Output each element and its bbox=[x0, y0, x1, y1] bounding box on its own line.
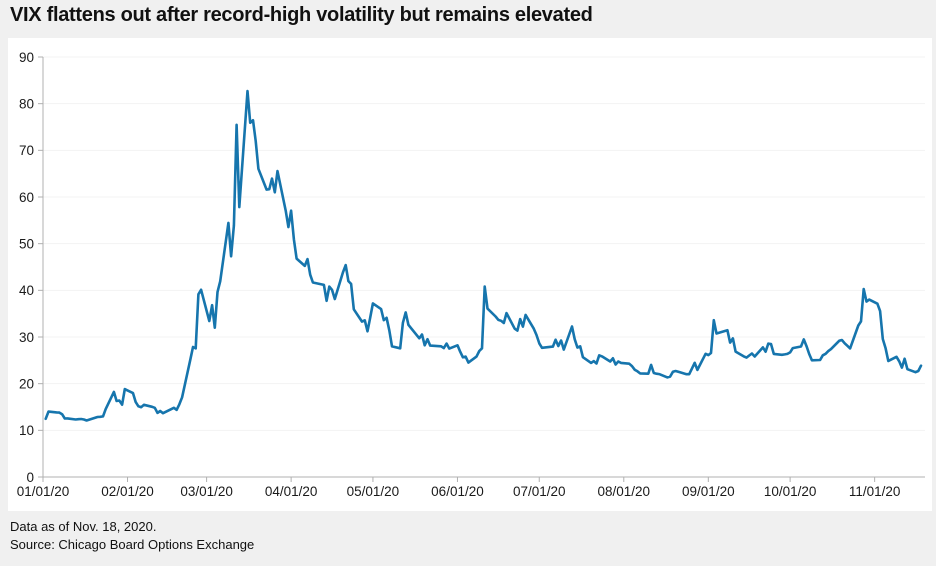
x-tick-label: 09/01/20 bbox=[682, 484, 735, 499]
data-as-of-note: Data as of Nov. 18, 2020. bbox=[10, 519, 157, 534]
y-tick-label: 70 bbox=[19, 143, 34, 158]
x-tick-label: 06/01/20 bbox=[431, 484, 484, 499]
y-tick-label: 20 bbox=[19, 376, 34, 391]
y-tick-label: 90 bbox=[19, 50, 34, 65]
x-tick-label: 07/01/20 bbox=[513, 484, 566, 499]
x-tick-label: 10/01/20 bbox=[764, 484, 817, 499]
x-tick-label: 04/01/20 bbox=[265, 484, 318, 499]
x-tick-label: 11/01/20 bbox=[849, 484, 901, 499]
x-tick-label: 05/01/20 bbox=[347, 484, 400, 499]
vix-chart: 0 10 20 30 40 50 60 70 80 90 01/01/20 02/01/20 03/01… bbox=[17, 50, 925, 499]
vix-series-line bbox=[44, 89, 923, 422]
chart-footer: Data as of Nov. 18, 2020. Source: Chicag… bbox=[10, 518, 254, 554]
y-tick-label: 40 bbox=[19, 283, 34, 298]
x-tick-label: 01/01/20 bbox=[17, 484, 70, 499]
y-tick-label: 50 bbox=[19, 236, 34, 251]
x-tick-label: 03/01/20 bbox=[180, 484, 233, 499]
y-tick-label: 10 bbox=[19, 423, 34, 438]
y-tick-label: 0 bbox=[26, 470, 34, 485]
x-tick-label: 02/01/20 bbox=[101, 484, 154, 499]
chart-title: VIX flattens out after record-high volat… bbox=[10, 4, 593, 26]
x-tick-label: 08/01/20 bbox=[598, 484, 651, 499]
chart-panel: 0 10 20 30 40 50 60 70 80 90 01/01/20 02/01/20 03/01… bbox=[8, 38, 932, 511]
y-tick-label: 30 bbox=[19, 330, 34, 345]
y-tick-label: 60 bbox=[19, 190, 34, 205]
y-tick-label: 80 bbox=[19, 96, 34, 111]
source-note: Source: Chicago Board Options Exchange bbox=[10, 537, 255, 552]
